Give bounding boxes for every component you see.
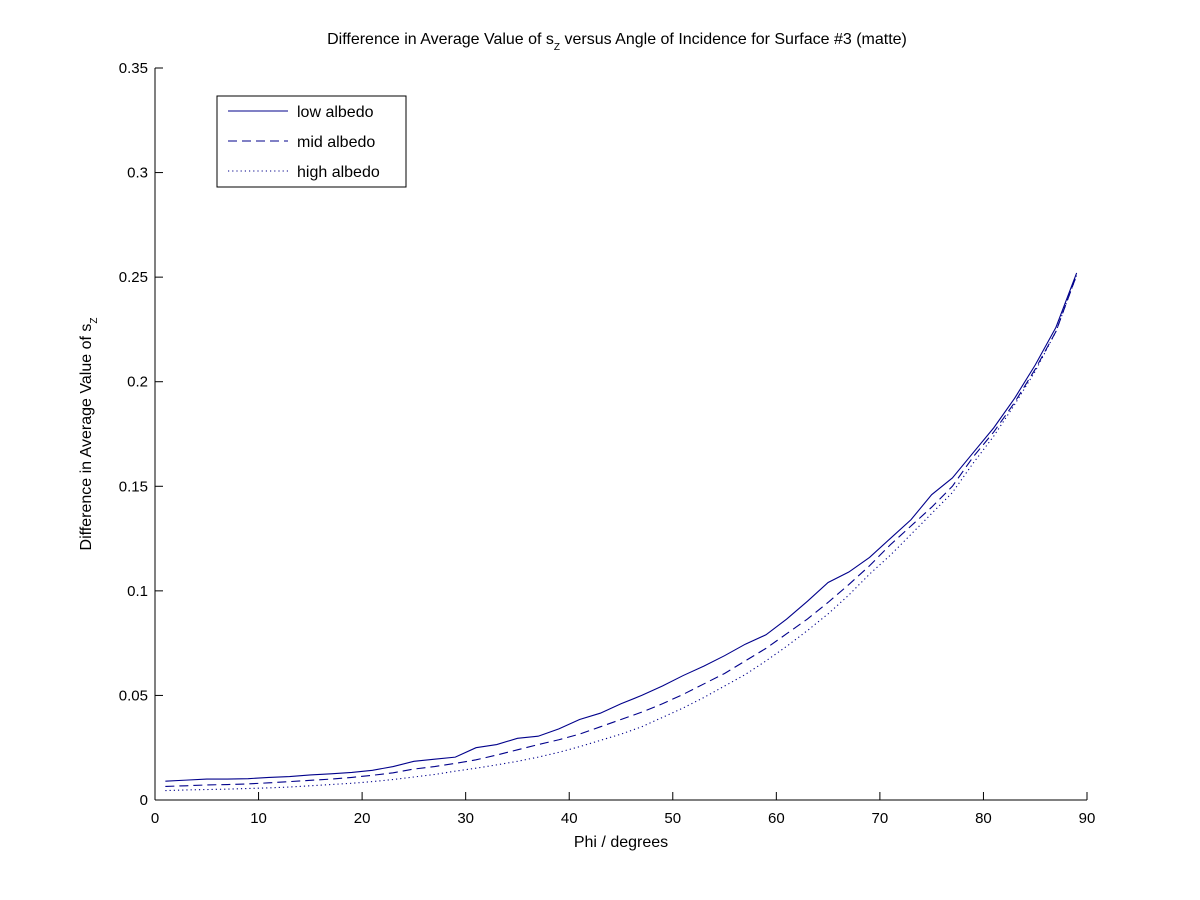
y-tick-label: 0.05 — [119, 687, 148, 704]
axes — [154, 68, 1087, 801]
series-line-low-albedo — [165, 272, 1078, 782]
y-tick-label: 0.15 — [119, 478, 148, 495]
series-line-mid-albedo — [165, 274, 1078, 787]
legend-label: mid albedo — [297, 134, 375, 151]
y-tick-label: 0.1 — [127, 583, 148, 600]
x-tick-label: 90 — [1079, 810, 1096, 827]
series-layer — [165, 272, 1078, 792]
chart-title-suffix: versus Angle of Incidence for Surface #3… — [560, 31, 907, 48]
legend-label: low albedo — [297, 104, 374, 121]
x-ticks: 0 10 20 30 40 50 60 70 80 90 — [151, 792, 1096, 827]
chart-title: Difference in Average Value of sZ versus… — [327, 31, 907, 53]
chart-title-prefix: Difference in Average Value of s — [327, 31, 554, 48]
x-tick-label: 0 — [151, 810, 159, 827]
y-axis-label-prefix: Difference in Average Value of s — [78, 324, 95, 551]
y-axis-label: Difference in Average Value of sZ — [78, 318, 100, 551]
x-tick-label: 10 — [250, 810, 267, 827]
y-axis-label-subscript: Z — [89, 318, 100, 324]
x-tick-label: 40 — [561, 810, 578, 827]
series-line-high-albedo — [165, 274, 1078, 792]
chart-title-subscript: Z — [554, 42, 560, 53]
x-tick-label: 80 — [975, 810, 992, 827]
x-tick-label: 60 — [768, 810, 785, 827]
x-tick-label: 30 — [457, 810, 474, 827]
y-tick-label: 0 — [140, 792, 148, 809]
y-ticks: 0 0.05 0.1 0.15 0.2 0.25 0.3 0.35 — [119, 60, 163, 809]
y-tick-label: 0.35 — [119, 60, 148, 77]
legend: low albedo mid albedo high albedo — [216, 95, 407, 188]
legend-label: high albedo — [297, 164, 380, 181]
y-tick-label: 0.3 — [127, 165, 148, 182]
x-axis-label: Phi / degrees — [574, 834, 668, 851]
x-tick-label: 50 — [664, 810, 681, 827]
x-tick-label: 70 — [872, 810, 889, 827]
x-tick-label: 20 — [354, 810, 371, 827]
y-tick-label: 0.25 — [119, 269, 148, 286]
y-tick-label: 0.2 — [127, 374, 148, 391]
